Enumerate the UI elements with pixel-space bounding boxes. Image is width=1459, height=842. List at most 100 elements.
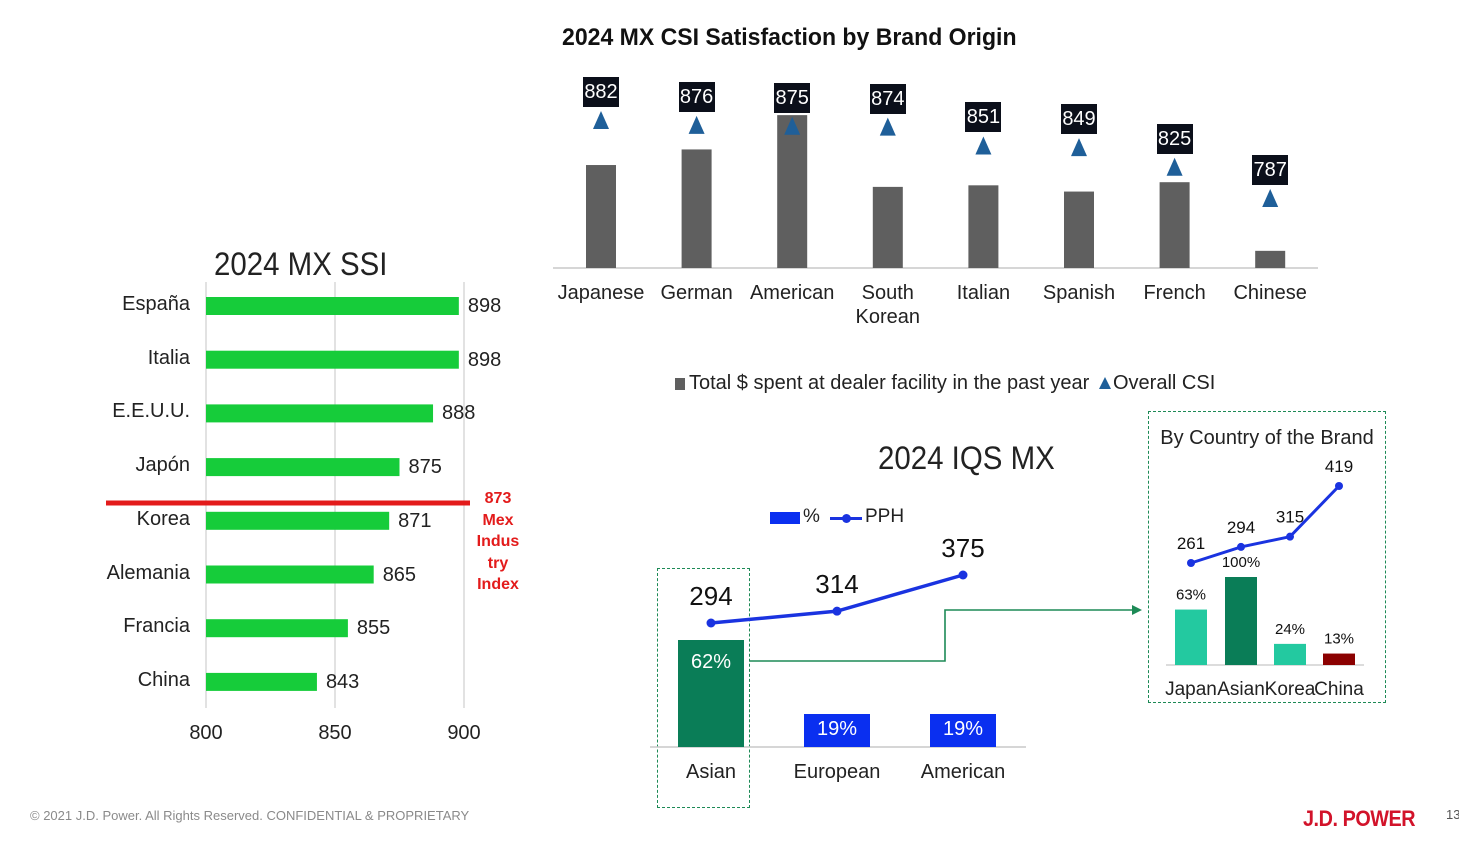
ssi-category-label-2: E.E.U.U. — [112, 400, 190, 423]
csi-value-label-3: 874 — [869, 83, 906, 114]
csi-marker-6 — [1166, 157, 1183, 176]
legend-item-total-spent: Total $ spent at dealer facility in the … — [689, 372, 1090, 394]
csi-category-label-0: Japanese — [541, 281, 661, 305]
inset-pph-line — [1190, 484, 1341, 565]
ssi-value-label-4: 871 — [398, 509, 432, 532]
csi-bar-6 — [1159, 182, 1190, 268]
ssi-bar-1 — [206, 350, 459, 369]
csi-category-line-0-0: Japanese — [557, 282, 645, 304]
inset-bar-label-0: 63% — [1176, 587, 1206, 604]
csi-marker-0 — [593, 111, 609, 129]
csi-category-label-6: French — [1115, 281, 1235, 305]
iqs-bar-label-1: 19% — [817, 718, 857, 740]
iqs-pph-point-2 — [958, 570, 968, 580]
legend-triangle-icon — [1099, 377, 1111, 389]
inset-bar-1 — [1225, 577, 1257, 665]
country-inset-box — [1148, 411, 1386, 703]
iqs-category-label-0: Asian — [685, 761, 737, 783]
csi-category-line-3-0: South — [861, 282, 914, 304]
iqs-category-label-2: American — [920, 761, 1006, 783]
csi-category-line-7-0: Chinese — [1233, 282, 1307, 304]
csi-value-label-5: 849 — [1061, 104, 1097, 135]
ssi-value-label-1: 898 — [467, 348, 502, 371]
csi-chart-title: 2024 MX CSI Satisfaction by Brand Origin — [562, 24, 1017, 51]
csi-category-label-5: Spanish — [1019, 281, 1139, 305]
ssi-tick-label-2: 900 — [447, 722, 481, 744]
ssi-tick-label-0: 800 — [189, 722, 223, 744]
csi-category-line-1-0: German — [660, 282, 733, 304]
ssi-value-label-7: 843 — [325, 670, 360, 693]
iqs-pph-label-1: 314 — [815, 569, 858, 599]
csi-category-line-3-1: Korean — [855, 306, 921, 328]
inset-category-label-0: Japan — [1165, 679, 1217, 700]
csi-category-line-6-0: French — [1143, 282, 1206, 304]
legend-item-pph: PPH — [865, 506, 905, 527]
csi-category-line-2-0: American — [749, 282, 835, 304]
inset-bar-label-2: 24% — [1275, 621, 1305, 638]
ssi-index-label-line-1: Mex — [482, 511, 514, 529]
csi-legend: Total $ spent at dealer facility in the … — [675, 372, 1235, 398]
csi-value-label-2: 875 — [774, 82, 811, 113]
csi-bar-1 — [681, 149, 712, 268]
inset-pph-label-0: 261 — [1177, 534, 1205, 553]
legend-swatch-bar — [675, 378, 685, 390]
asian-highlight-box — [657, 568, 750, 808]
inset-pph-point-2 — [1286, 532, 1294, 541]
ssi-category-label-0: España — [122, 293, 190, 315]
csi-bar-5 — [1064, 191, 1094, 268]
csi-marker-7 — [1262, 189, 1279, 207]
ssi-category-label-3: Japón — [135, 454, 191, 477]
inset-pph-point-3 — [1335, 482, 1343, 490]
csi-value-label-4: 851 — [965, 102, 1002, 133]
ssi-bar-7 — [206, 672, 317, 691]
legend-item-overall-csi: Overall CSI — [1113, 372, 1216, 394]
ssi-index-label-line-3: try — [487, 554, 509, 572]
csi-category-line-4-0: Italian — [956, 282, 1011, 304]
iqs-category-label-1: European — [793, 761, 881, 783]
iqs-bar-1 — [804, 714, 870, 747]
ssi-index-label-line-2: Indus — [476, 533, 520, 550]
inset-category-label-2: Korea — [1265, 679, 1316, 700]
csi-category-label-4: Italian — [923, 281, 1043, 305]
ssi-bar-0 — [206, 297, 459, 315]
ssi-index-label-line-4: Index — [477, 576, 519, 593]
csi-bar-7 — [1255, 250, 1286, 268]
ssi-category-label-6: Francia — [123, 615, 190, 638]
csi-category-label-3: South Korean — [828, 281, 948, 329]
legend-item-percent: % — [803, 506, 820, 527]
iqs-pph-label-2: 375 — [941, 533, 984, 563]
csi-bar-2 — [777, 115, 808, 269]
ssi-value-label-2: 888 — [442, 402, 476, 425]
ssi-bar-3 — [206, 458, 400, 477]
csi-bar-3 — [872, 186, 903, 268]
ssi-value-label-6: 855 — [356, 617, 391, 640]
csi-marker-4 — [975, 136, 992, 155]
iqs-pph-point-0 — [706, 618, 716, 628]
iqs-bar-label-0: 62% — [691, 651, 731, 673]
iqs-bar-2 — [930, 714, 996, 747]
csi-marker-5 — [1071, 138, 1087, 157]
csi-marker-3 — [879, 117, 896, 136]
csi-value-label-1: 876 — [678, 81, 715, 112]
ssi-value-label-3: 875 — [408, 456, 442, 479]
inset-bar-2 — [1274, 643, 1306, 665]
inset-category-label-1: Asian — [1217, 679, 1265, 700]
inset-pph-label-2: 315 — [1276, 508, 1304, 527]
csi-marker-2 — [784, 116, 801, 135]
ssi-index-label-line-0: 873 — [484, 490, 512, 507]
inset-title: By Country of the Brand — [1160, 427, 1374, 449]
csi-category-label-2: American — [732, 281, 852, 305]
inset-pph-point-0 — [1187, 559, 1195, 567]
csi-category-label-7: Chinese — [1210, 281, 1330, 305]
iqs-chart-title: 2024 IQS MX — [878, 440, 1055, 476]
inset-category-label-3: China — [1314, 679, 1364, 700]
ssi-bar-2 — [206, 404, 434, 423]
inset-pph-label-1: 294 — [1227, 518, 1255, 537]
ssi-index-label: 873 Mex Indus try Index — [468, 488, 528, 596]
ssi-bar-5 — [206, 565, 374, 584]
ssi-category-label-4: Korea — [136, 507, 190, 530]
